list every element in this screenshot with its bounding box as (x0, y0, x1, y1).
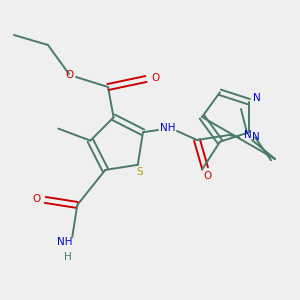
Text: S: S (136, 167, 143, 177)
Text: N: N (253, 93, 261, 103)
Text: O: O (65, 70, 73, 80)
Text: NH: NH (160, 123, 176, 133)
Text: N: N (244, 130, 252, 140)
Text: O: O (32, 194, 41, 204)
Text: O: O (151, 73, 159, 83)
Text: N: N (252, 132, 260, 142)
Text: O: O (203, 171, 211, 181)
Text: NH: NH (56, 237, 72, 247)
Text: H: H (64, 252, 72, 262)
